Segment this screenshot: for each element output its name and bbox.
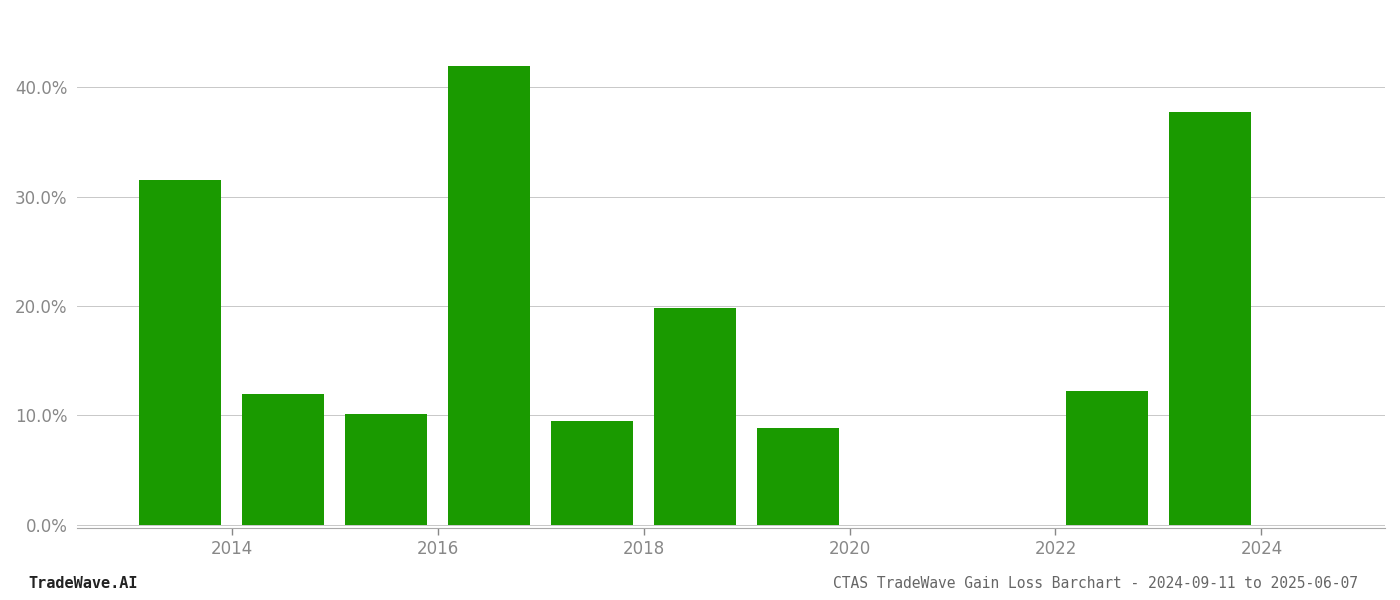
Text: CTAS TradeWave Gain Loss Barchart - 2024-09-11 to 2025-06-07: CTAS TradeWave Gain Loss Barchart - 2024… xyxy=(833,576,1358,591)
Bar xyxy=(1065,391,1148,525)
Bar xyxy=(242,394,325,525)
Bar xyxy=(344,415,427,525)
Bar xyxy=(139,180,221,525)
Bar xyxy=(654,308,736,525)
Bar xyxy=(552,421,633,525)
Text: TradeWave.AI: TradeWave.AI xyxy=(28,576,137,591)
Bar xyxy=(757,428,839,525)
Bar xyxy=(1169,112,1252,525)
Bar xyxy=(448,67,531,525)
